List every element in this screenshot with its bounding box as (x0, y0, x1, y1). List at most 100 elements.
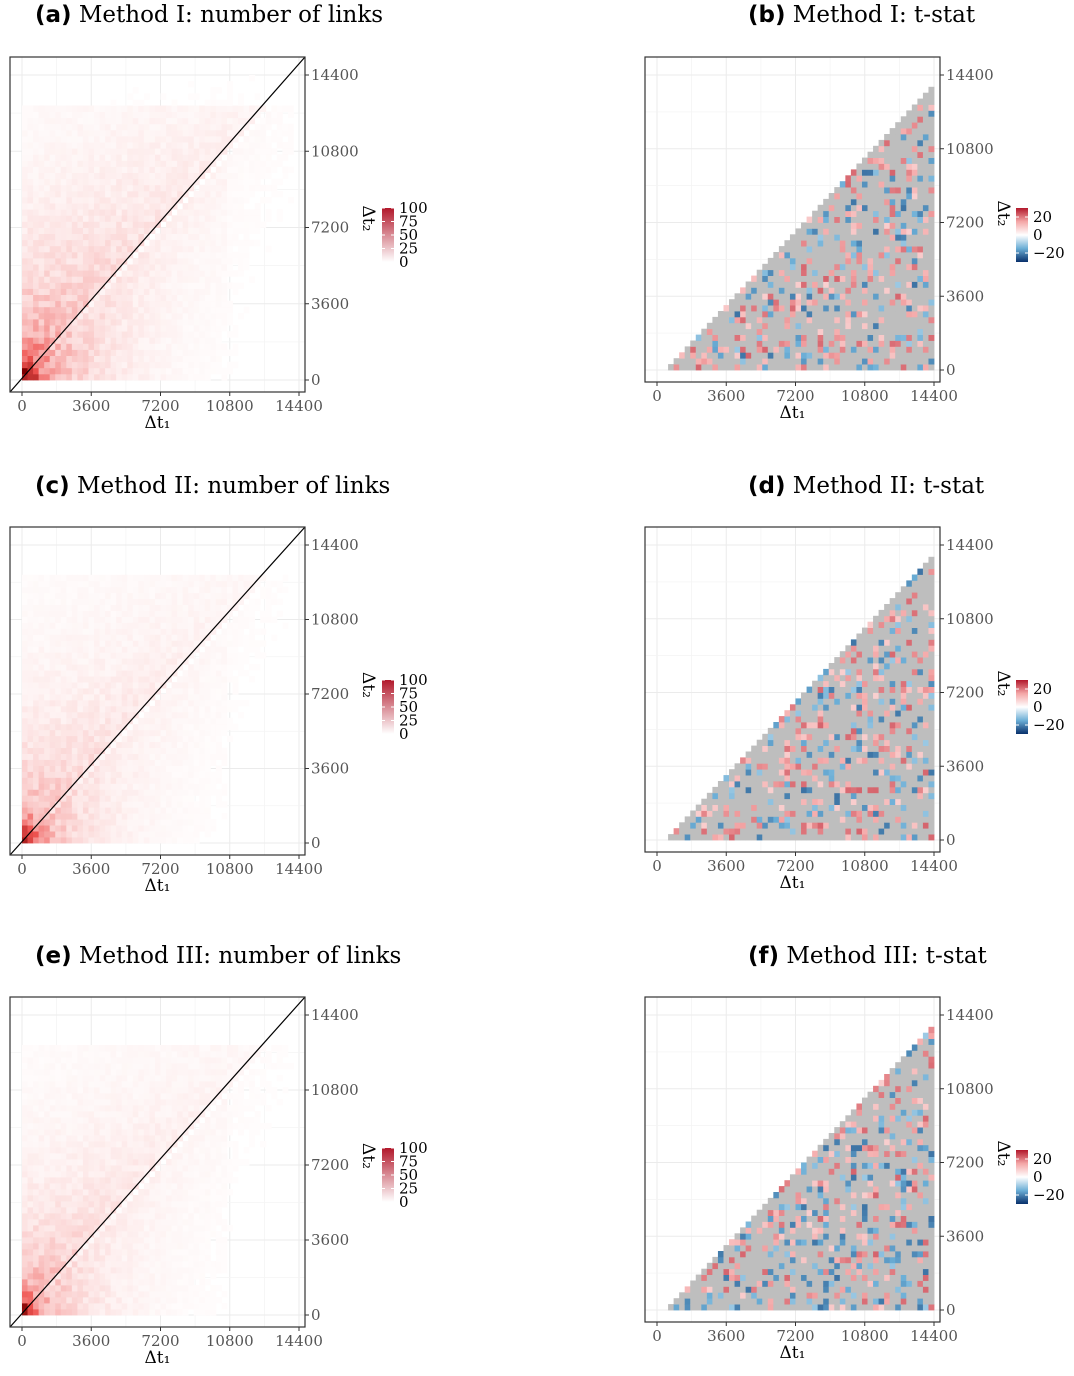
heat-cell (789, 257, 796, 265)
heat-cell (138, 264, 145, 271)
heat-cell (210, 586, 217, 594)
heat-cell (22, 670, 28, 677)
heat-cell (856, 269, 863, 276)
heat-cell (55, 300, 62, 308)
heat-cell (204, 795, 211, 802)
heat-cell (149, 723, 156, 731)
heat-cell (243, 616, 250, 623)
heat-cell (33, 634, 40, 641)
heat-cell (71, 172, 78, 180)
heat-cell (99, 270, 106, 277)
heat-cell (906, 210, 913, 217)
heat-cell (49, 264, 56, 271)
heat-cell (77, 628, 84, 635)
heat-cell (928, 364, 935, 371)
heat-cell (817, 311, 824, 318)
heat-cell (199, 105, 206, 112)
heat-cell (88, 190, 95, 198)
heat-cell (193, 640, 200, 647)
heat-cell (27, 276, 34, 283)
heat-cell (922, 299, 929, 306)
heat-cell (856, 346, 863, 353)
heat-cell (127, 622, 134, 629)
heat-cell (99, 628, 106, 635)
heat-cell (49, 319, 56, 326)
heat-cell (878, 316, 885, 324)
heat-cell (199, 215, 206, 222)
heat-cell (745, 328, 752, 335)
heat-cell (71, 245, 78, 253)
heat-cell (99, 688, 106, 695)
heat-cell (254, 598, 261, 605)
heat-cell (193, 574, 200, 582)
heat-cell (154, 723, 161, 731)
heat-cell (828, 358, 835, 365)
heat-cell (27, 215, 34, 222)
heat-cell (105, 753, 112, 760)
heat-cell (77, 819, 84, 826)
heat-cell (127, 178, 134, 186)
heat-cell (232, 105, 239, 112)
heat-cell (66, 312, 73, 320)
heat-cell (77, 676, 84, 683)
heat-cell (734, 322, 741, 330)
heat-cell (182, 795, 189, 802)
heat-cell (900, 269, 907, 276)
heat-cell (77, 670, 84, 677)
heat-cell (199, 184, 206, 192)
heat-cell (182, 129, 189, 137)
heat-cell (900, 216, 907, 223)
heat-cell (132, 270, 139, 277)
heat-cell (49, 117, 56, 125)
heat-cell (88, 331, 95, 338)
heat-cell (917, 198, 924, 206)
heat-cell (127, 227, 134, 234)
heat-cell (82, 825, 89, 832)
heat-cell (221, 759, 228, 766)
heat-cell (254, 203, 261, 210)
heat-cell (204, 197, 211, 204)
heat-cell (27, 586, 34, 594)
panel-title: Method II: number of links (69, 473, 391, 499)
heat-cell (823, 252, 830, 259)
heat-cell (221, 574, 228, 582)
heat-cell (861, 204, 868, 212)
heat-cell (928, 358, 935, 365)
heat-cell (204, 142, 211, 149)
heat-cell (182, 723, 189, 731)
heat-cell (27, 831, 34, 838)
heat-cell (71, 294, 78, 302)
heat-cell (99, 789, 106, 796)
heat-cell (834, 346, 841, 353)
heat-cell (850, 275, 857, 282)
heat-cell (226, 190, 233, 198)
heat-cell (850, 287, 857, 294)
heat-cell (27, 258, 34, 265)
heat-cell (154, 142, 161, 149)
heat-cell (856, 328, 863, 335)
heat-cell (132, 294, 139, 302)
heat-cell (762, 328, 769, 335)
heat-cell (271, 111, 278, 119)
heat-cell (889, 128, 896, 135)
heat-cell (166, 184, 172, 192)
heat-cell (226, 735, 233, 743)
heat-cell (55, 105, 62, 112)
heat-cell (166, 190, 172, 198)
heat-cell (889, 198, 896, 206)
heat-cell (33, 789, 40, 796)
heat-cell (210, 699, 217, 707)
heat-cell (188, 807, 195, 814)
heat-cell (900, 151, 907, 158)
heat-cell (49, 166, 56, 173)
heat-cell (71, 777, 78, 784)
heat-cell (917, 287, 924, 294)
heat-cell (873, 358, 879, 365)
heat-cell (817, 281, 824, 288)
heat-cell (88, 117, 95, 125)
heat-cell (121, 331, 128, 338)
heat-cell (215, 227, 222, 234)
heat-cell (917, 98, 924, 105)
heat-cell (884, 293, 891, 300)
heat-cell (94, 592, 100, 600)
